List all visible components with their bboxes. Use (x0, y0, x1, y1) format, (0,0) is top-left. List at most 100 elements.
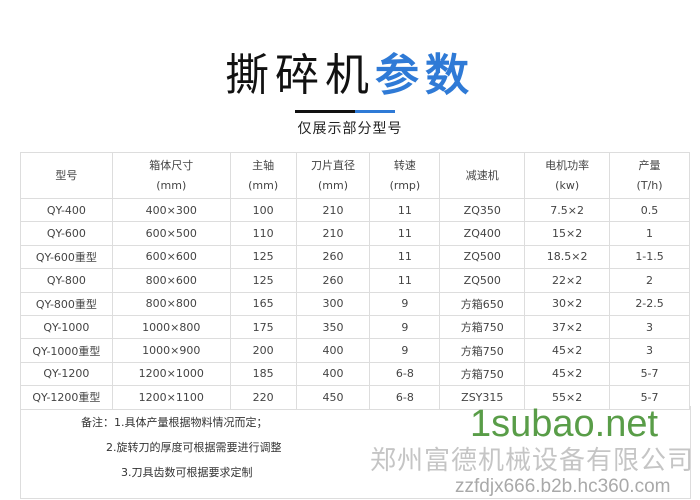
title-underline-dark (295, 110, 355, 113)
column-header-text: 刀片直径 (311, 158, 356, 172)
table-row: QY-1000 1000×800 175 350 9 方箱750 37×2 3 (20, 314, 690, 340)
column-header-text: 转速 (393, 158, 416, 172)
table-row: QY-800重型 800×800 165 300 9 方箱650 30×2 2-2.5 (20, 291, 690, 316)
table-cell: 1200×1100 (111, 385, 231, 410)
table-cell: 30×2 (524, 291, 611, 316)
table-row: QY-1200 1200×1000 185 400 6-8 方箱750 45×2 5-7 (20, 361, 690, 387)
column-header-text: 主轴 (252, 158, 275, 172)
table-cell: 165 (229, 291, 297, 316)
column-header-text: (rmp) (389, 178, 421, 192)
table-cell: 800×600 (111, 268, 231, 293)
table-cell: 5-7 (609, 361, 690, 387)
column-header-text: 电机功率 (545, 158, 590, 172)
table-cell: QY-1200重型 (20, 385, 113, 410)
table-cell: 220 (229, 385, 297, 410)
title-main: 撕碎机 (225, 50, 375, 101)
spec-table: 型号 箱体尺寸 (mm) 主轴 (mm) 刀片直径 (mm) 转速 (rmp) 减速机 电机功率 (k… (20, 152, 690, 410)
table-cell: 2 (609, 268, 690, 293)
table-header-row: 型号 箱体尺寸 (mm) 主轴 (mm) 刀片直径 (mm) 转速 (rmp) 减速机 电机功率 (k… (20, 152, 690, 199)
table-cell: 45×2 (524, 361, 611, 387)
table-cell: ZQ400 (439, 221, 526, 246)
table-cell: 125 (229, 268, 297, 293)
table-cell: 200 (229, 338, 297, 363)
column-header: 刀片直径 (mm) (295, 152, 371, 199)
table-cell: 55×2 (524, 385, 611, 410)
table-cell: 400×300 (111, 197, 231, 223)
table-cell: QY-1000重型 (20, 338, 113, 363)
title-underline-blue (355, 110, 395, 113)
table-cell: QY-600 (20, 221, 113, 246)
column-header-text: 箱体尺寸 (149, 158, 194, 172)
table-cell: QY-400 (20, 197, 113, 223)
table-row: QY-1000重型 1000×900 200 400 9 方箱750 45×2 3 (20, 338, 690, 363)
table-cell: 9 (369, 291, 441, 316)
watermark-company: 郑州富德机械设备有限公司 (370, 445, 695, 475)
column-header-text: (T/h) (636, 178, 663, 192)
table-cell: 600×500 (111, 221, 231, 246)
table-cell: 37×2 (524, 314, 611, 340)
table-cell: 800×800 (111, 291, 231, 316)
table-cell: 210 (295, 197, 371, 223)
watermark-url: zzfdjx666.b2b.hc360.com (455, 476, 671, 497)
table-row: QY-1200重型 1200×1100 220 450 6-8 ZSY315 55×2 5-7 (20, 385, 690, 410)
notes-box: 备注：1.具体产量根据物料情况而定； 2.旋转刀的厚度可根据需要进行调整 3.刀… (20, 406, 691, 499)
column-header-text: 产量 (638, 158, 661, 172)
column-header: 产量 (T/h) (609, 152, 690, 199)
table-cell: 3 (609, 338, 690, 363)
table-cell: 11 (369, 268, 441, 293)
table-cell: 1000×800 (111, 314, 231, 340)
column-header: 电机功率 (kw) (524, 152, 611, 199)
table-cell: QY-600重型 (20, 244, 113, 270)
column-header: 主轴 (mm) (229, 152, 297, 199)
table-row: QY-800 800×600 125 260 11 ZQ500 22×2 2 (20, 268, 690, 293)
title-accent: 参数 (375, 50, 475, 101)
table-cell: 0.5 (609, 197, 690, 223)
table-cell: ZQ350 (439, 197, 526, 223)
table-cell: 110 (229, 221, 297, 246)
table-row: QY-600 600×500 110 210 11 ZQ400 15×2 1 (20, 221, 690, 246)
table-cell: 1200×1000 (111, 361, 231, 387)
column-header: 型号 (20, 152, 113, 199)
table-cell: 方箱750 (439, 361, 526, 387)
table-cell: 100 (229, 197, 297, 223)
table-row: QY-600重型 600×600 125 260 11 ZQ500 18.5×2 1-1.5 (20, 244, 690, 270)
table-cell: 18.5×2 (524, 244, 611, 270)
column-header: 减速机 (439, 152, 526, 199)
table-cell: 300 (295, 291, 371, 316)
table-cell: 210 (295, 221, 371, 246)
table-cell: 22×2 (524, 268, 611, 293)
table-cell: ZQ500 (439, 268, 526, 293)
column-header-text: (mm) (156, 178, 187, 192)
table-cell: 45×2 (524, 338, 611, 363)
table-cell: QY-800 (20, 268, 113, 293)
table-cell: 260 (295, 244, 371, 270)
table-cell: QY-1000 (20, 314, 113, 340)
column-header-text: 减速机 (465, 168, 499, 182)
table-cell: 7.5×2 (524, 197, 611, 223)
table-cell: 5-7 (609, 385, 690, 410)
table-cell: 400 (295, 338, 371, 363)
column-header-text: (mm) (318, 178, 349, 192)
table-cell: 400 (295, 361, 371, 387)
table-cell: 350 (295, 314, 371, 340)
table-cell: QY-1200 (20, 361, 113, 387)
column-header-text: 型号 (55, 168, 78, 182)
table-cell: 175 (229, 314, 297, 340)
note-3: 3.刀具齿数可根据要求定制 (121, 466, 253, 479)
table-cell: 185 (229, 361, 297, 387)
table-cell: 450 (295, 385, 371, 410)
table-row: QY-400 400×300 100 210 11 ZQ350 7.5×2 0.5 (20, 197, 690, 223)
table-cell: 9 (369, 338, 441, 363)
table-cell: 260 (295, 268, 371, 293)
table-cell: 方箱750 (439, 314, 526, 340)
table-cell: 2-2.5 (609, 291, 690, 316)
note-1: 备注：1.具体产量根据物料情况而定； (81, 416, 268, 429)
column-header-text: (kw) (555, 178, 580, 192)
column-header-text: (mm) (248, 178, 279, 192)
table-cell: 9 (369, 314, 441, 340)
column-header: 箱体尺寸 (mm) (111, 152, 231, 199)
watermark-site: 1subao.net (470, 403, 659, 445)
table-cell: 11 (369, 197, 441, 223)
table-cell: 3 (609, 314, 690, 340)
